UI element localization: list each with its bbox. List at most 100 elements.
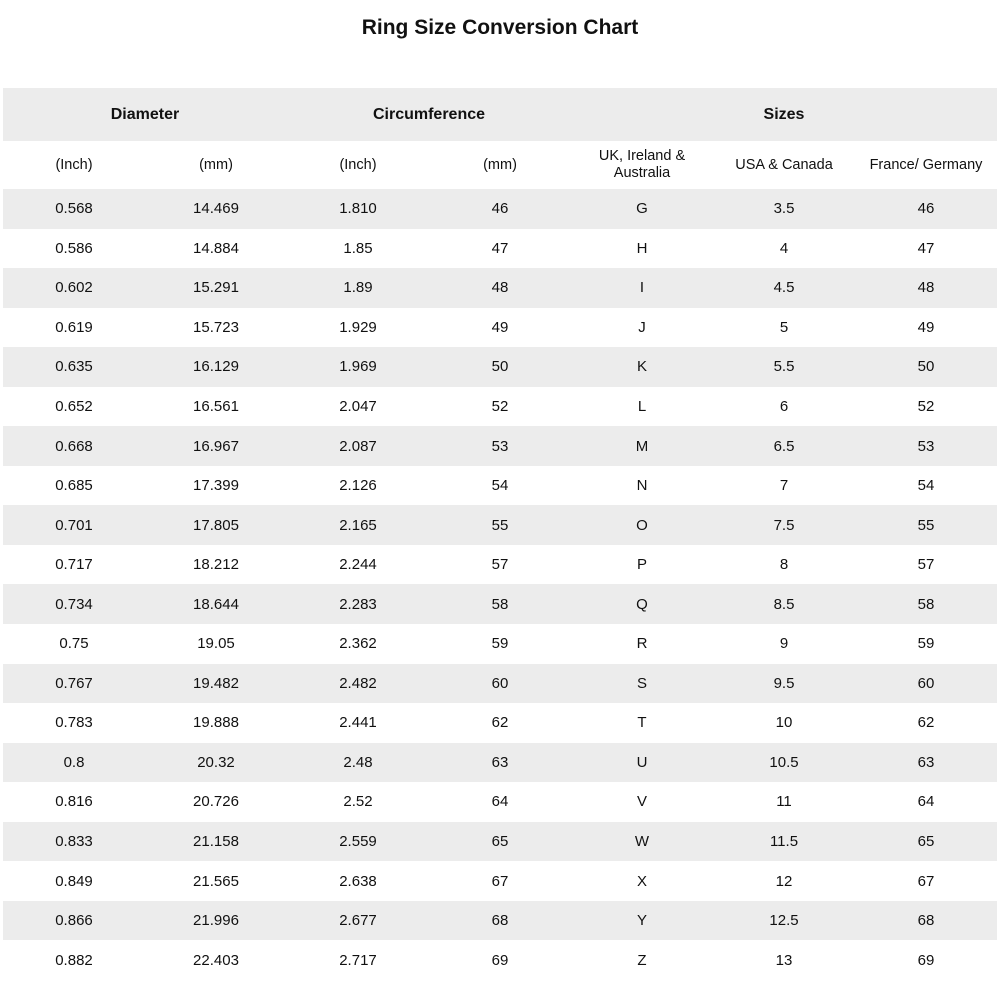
- cell-diameter-inch: 0.652: [55, 398, 93, 415]
- cell-circumference-inch: 2.482: [287, 663, 429, 704]
- subheader-diameter-inch: (Inch): [55, 156, 93, 173]
- subheader-diameter-mm: (mm): [199, 156, 233, 173]
- table-row: 0.833 21.158 2.559 65 W 11.5 65: [3, 821, 997, 862]
- table-row: 0.568 14.469 1.810 46 G 3.5 46: [3, 189, 997, 229]
- cell-france-size: 48: [855, 268, 997, 308]
- cell-circumference-mm: 67: [491, 872, 509, 890]
- table-row: 0.635 16.129 1.969 50 K 5.5 50: [3, 347, 997, 387]
- cell-france-size: 63: [855, 742, 997, 783]
- cell-circumference-inch: 2.48: [287, 742, 429, 783]
- cell-france-size: 49: [917, 318, 935, 336]
- cell-france-size: 62: [917, 714, 935, 732]
- group-header-row: Diameter Circumference Sizes: [3, 88, 997, 141]
- cell-diameter-mm: 19.05: [197, 635, 235, 653]
- cell-diameter-mm: 22.403: [193, 951, 239, 969]
- cell-circumference-inch: 2.441: [339, 714, 377, 732]
- table-row: 0.602 15.291 1.89 48 I 4.5 48: [3, 268, 997, 308]
- cell-uk-size: V: [636, 793, 647, 811]
- cell-circumference-inch: 1.810: [287, 189, 429, 229]
- table-row: 0.75 19.05 2.362 59 R 9 59: [3, 624, 997, 664]
- cell-uk-size: R: [636, 635, 648, 653]
- table-row: 0.8 20.32 2.48 63 U 10.5 63: [3, 742, 997, 783]
- cell-france-size: 58: [855, 584, 997, 625]
- cell-france-size: 53: [855, 426, 997, 466]
- cell-france-size: 52: [917, 398, 935, 415]
- cell-circumference-inch: 2.52: [343, 793, 373, 811]
- table-row: 0.668 16.967 2.087 53 M 6.5 53: [3, 426, 997, 466]
- cell-diameter-mm: 15.723: [193, 318, 239, 336]
- cell-circumference-mm: 49: [491, 318, 509, 336]
- cell-france-size: 69: [917, 951, 935, 969]
- subheader-france-size: France/ Germany: [869, 156, 983, 173]
- cell-diameter-mm: 20.32: [145, 742, 287, 783]
- cell-circumference-mm: 48: [429, 268, 571, 308]
- cell-diameter-mm: 18.644: [145, 584, 287, 625]
- cell-circumference-inch: 2.559: [287, 821, 429, 862]
- cell-diameter-inch: 0.75: [59, 635, 89, 653]
- table-row: 0.586 14.884 1.85 47 H 4 47: [3, 229, 997, 269]
- cell-diameter-mm: 18.212: [193, 556, 239, 574]
- cell-france-size: 55: [855, 505, 997, 545]
- cell-usa-size: 8: [779, 556, 789, 574]
- table-row: 0.882 22.403 2.717 69 Z 13 69: [3, 940, 997, 980]
- cell-usa-size: 5: [779, 318, 789, 336]
- header-sizes: Sizes: [571, 88, 997, 141]
- cell-uk-size: U: [571, 742, 713, 783]
- cell-diameter-mm: 15.291: [145, 268, 287, 308]
- cell-uk-size: S: [571, 663, 713, 704]
- table-row: 0.783 19.888 2.441 62 T 10 62: [3, 703, 997, 743]
- cell-usa-size: 9: [779, 635, 789, 653]
- cell-france-size: 59: [917, 635, 935, 653]
- sub-header-row: (Inch) (mm) (Inch) (mm) UK, Ireland & Au…: [3, 141, 997, 189]
- cell-usa-size: 10.5: [713, 742, 855, 783]
- cell-france-size: 47: [917, 239, 935, 257]
- cell-uk-size: Y: [571, 900, 713, 941]
- cell-circumference-inch: 1.85: [343, 239, 373, 257]
- cell-circumference-mm: 53: [429, 426, 571, 466]
- cell-usa-size: 11: [776, 793, 792, 811]
- header-diameter: Diameter: [3, 88, 287, 141]
- cell-usa-size: 4.5: [713, 268, 855, 308]
- cell-diameter-inch: 0.8: [3, 742, 145, 783]
- cell-usa-size: 8.5: [713, 584, 855, 625]
- cell-circumference-inch: 1.969: [287, 347, 429, 387]
- cell-diameter-inch: 0.866: [3, 900, 145, 941]
- cell-circumference-mm: 46: [429, 189, 571, 229]
- cell-france-size: 65: [855, 821, 997, 862]
- cell-uk-size: X: [636, 872, 647, 890]
- cell-diameter-mm: 19.888: [193, 714, 239, 732]
- cell-uk-size: T: [637, 714, 647, 732]
- cell-france-size: 68: [855, 900, 997, 941]
- cell-uk-size: G: [571, 189, 713, 229]
- cell-uk-size: P: [636, 556, 647, 574]
- cell-circumference-mm: 58: [429, 584, 571, 625]
- cell-circumference-mm: 52: [491, 398, 509, 415]
- cell-usa-size: 12: [775, 872, 793, 890]
- cell-circumference-inch: 2.244: [339, 556, 377, 574]
- cell-diameter-inch: 0.635: [3, 347, 145, 387]
- cell-diameter-mm: 16.967: [145, 426, 287, 466]
- table-row: 0.685 17.399 2.126 54 N 7 54: [3, 466, 997, 506]
- cell-usa-size: 13: [775, 951, 793, 969]
- cell-usa-size: 5.5: [713, 347, 855, 387]
- cell-france-size: 64: [917, 793, 935, 811]
- cell-circumference-inch: 2.165: [287, 505, 429, 545]
- cell-circumference-inch: 2.087: [287, 426, 429, 466]
- cell-diameter-inch: 0.685: [55, 477, 93, 495]
- cell-circumference-inch: 2.677: [287, 900, 429, 941]
- cell-diameter-inch: 0.668: [3, 426, 145, 466]
- cell-circumference-inch: 1.89: [287, 268, 429, 308]
- cell-diameter-inch: 0.734: [3, 584, 145, 625]
- cell-diameter-mm: 21.158: [145, 821, 287, 862]
- cell-france-size: 67: [917, 872, 935, 890]
- cell-diameter-inch: 0.767: [3, 663, 145, 704]
- cell-diameter-mm: 19.482: [145, 663, 287, 704]
- cell-diameter-mm: 16.129: [145, 347, 287, 387]
- cell-diameter-mm: 21.996: [145, 900, 287, 941]
- cell-circumference-inch: 2.126: [339, 477, 377, 495]
- cell-diameter-inch: 0.833: [3, 821, 145, 862]
- cell-circumference-mm: 62: [491, 714, 509, 732]
- cell-diameter-inch: 0.602: [3, 268, 145, 308]
- cell-usa-size: 12.5: [713, 900, 855, 941]
- cell-circumference-inch: 2.283: [287, 584, 429, 625]
